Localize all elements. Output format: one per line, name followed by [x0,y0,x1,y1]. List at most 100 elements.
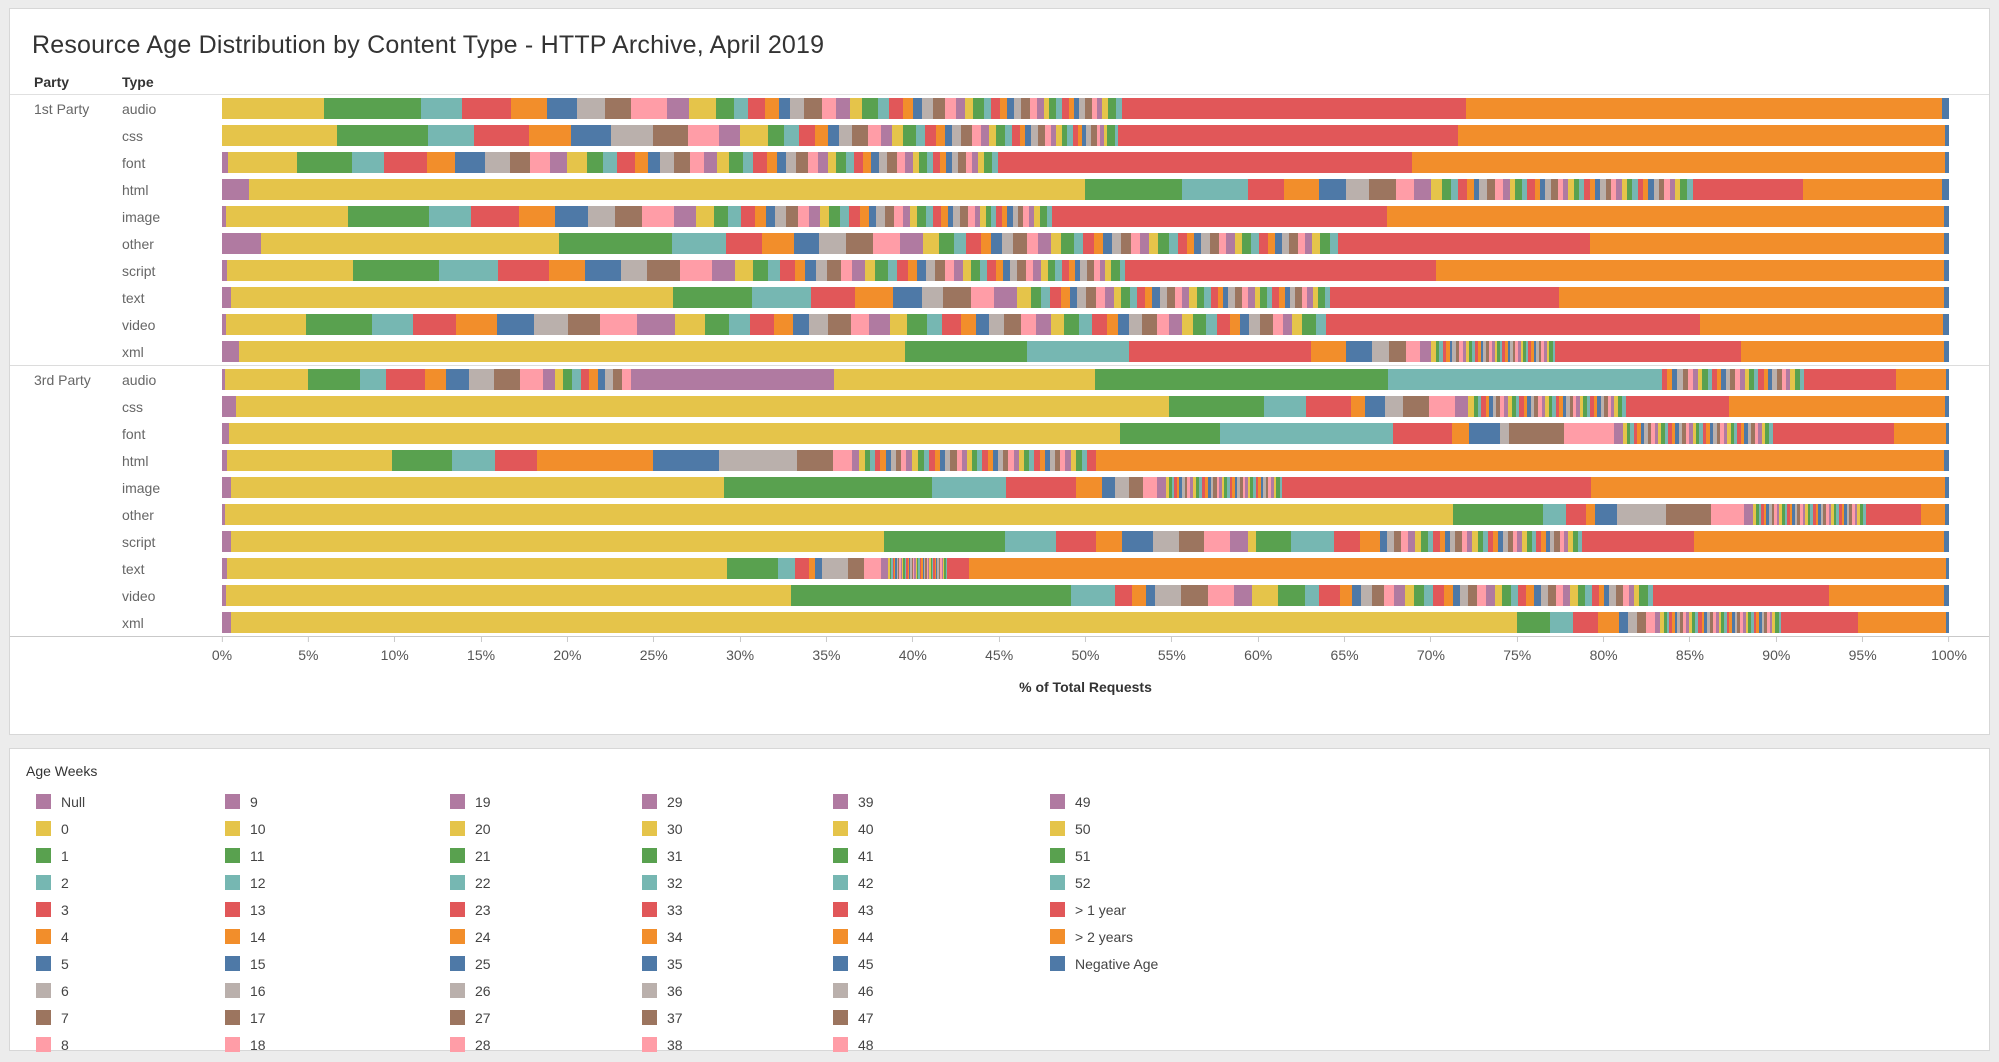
bar-segment[interactable] [1702,423,1707,444]
bar-segment[interactable] [1619,612,1629,633]
bar-segment[interactable] [778,558,795,579]
bar-segment[interactable] [225,369,309,390]
bar-segment[interactable] [1256,531,1291,552]
bar-segment[interactable] [1385,396,1403,417]
bar-segment[interactable] [1251,233,1259,254]
bar-segment[interactable] [1549,612,1573,633]
type-label[interactable]: video [122,316,156,333]
bar-segment[interactable] [1234,585,1252,606]
bar-segment[interactable] [1943,314,1949,335]
bar-segment[interactable] [1235,287,1243,308]
type-label[interactable]: image [122,208,161,225]
bar-segment[interactable] [1740,423,1745,444]
bar-segment[interactable] [1647,423,1652,444]
bar-segment[interactable] [853,152,864,173]
bar-segment[interactable] [1598,585,1604,606]
bar-segment[interactable] [1545,396,1549,417]
bar-segment[interactable] [1406,341,1421,362]
bar-segment[interactable] [1605,179,1611,200]
bar-segment[interactable] [715,98,734,119]
bar-segment[interactable] [906,314,928,335]
bar-segment[interactable] [930,558,933,579]
legend-item[interactable]: 9 [225,791,450,813]
bar-segment[interactable] [1345,341,1372,362]
bar-segment[interactable] [494,369,521,390]
bar-segment[interactable] [973,98,984,119]
bar-segment[interactable] [835,152,846,173]
bar-segment[interactable] [1039,206,1047,227]
bar-segment[interactable] [761,233,795,254]
bar-segment[interactable] [895,558,897,579]
bar-segment[interactable] [827,152,836,173]
bar-segment[interactable] [613,369,623,390]
bar-segment[interactable] [1672,612,1675,633]
bar-segment[interactable] [225,314,307,335]
bar-segment[interactable] [1070,585,1115,606]
bar-segment[interactable] [1400,531,1408,552]
bar-segment[interactable] [1505,341,1508,362]
bar-segment[interactable] [1091,125,1097,146]
party-label[interactable]: 1st Party [34,100,90,117]
bar-segment[interactable] [497,314,535,335]
bar-segment[interactable] [1383,585,1395,606]
bar-segment[interactable] [1100,125,1104,146]
bar-segment[interactable] [1455,341,1460,362]
bar-segment[interactable] [932,152,941,173]
bar-segment[interactable] [1664,612,1667,633]
bar-segment[interactable] [222,369,226,390]
bar-segment[interactable] [980,206,986,227]
bar-segment[interactable] [1115,477,1130,498]
bar-segment[interactable] [1621,179,1627,200]
bar-segment[interactable] [901,450,907,471]
bar-segment[interactable] [1753,612,1757,633]
bar-segment[interactable] [1096,98,1103,119]
bar-segment[interactable] [1106,314,1119,335]
bar-segment[interactable] [1945,125,1949,146]
bar-segment[interactable] [926,152,933,173]
bar-segment[interactable] [1508,423,1564,444]
bar-segment[interactable] [821,98,836,119]
bar-segment[interactable] [1494,341,1498,362]
bar-segment[interactable] [1039,450,1045,471]
bar-segment[interactable] [929,558,931,579]
bar-segment[interactable] [1586,396,1591,417]
bar-segment[interactable] [1945,504,1949,525]
bar-segment[interactable] [1070,450,1076,471]
bar-segment[interactable] [832,450,852,471]
bar-segment[interactable] [1628,612,1638,633]
bar-segment[interactable] [439,260,499,281]
type-label[interactable]: script [122,262,156,279]
bar-segment[interactable] [1844,504,1847,525]
bar-segment[interactable] [1943,531,1949,552]
bar-segment[interactable] [576,98,605,119]
bar-segment[interactable] [950,450,957,471]
legend-item[interactable]: 43 [833,899,1050,921]
bar-segment[interactable] [1577,531,1582,552]
bar-segment[interactable] [727,558,778,579]
bar-segment[interactable] [1597,612,1620,633]
bar-segment[interactable] [1737,423,1741,444]
bar-segment[interactable] [1084,179,1183,200]
bar-segment[interactable] [1674,612,1678,633]
bar-segment[interactable] [1815,504,1819,525]
bar-segment[interactable] [689,152,704,173]
bar-segment[interactable] [1748,612,1751,633]
bar-segment[interactable] [1818,504,1821,525]
legend-item[interactable]: 4 [36,926,225,948]
bar-segment[interactable] [1680,179,1688,200]
bar-segment[interactable] [1056,98,1062,119]
bar-segment[interactable] [1768,504,1772,525]
bar-segment[interactable] [1274,233,1282,254]
bar-segment[interactable] [1075,477,1102,498]
bar-segment[interactable] [1826,504,1829,525]
bar-segment[interactable] [306,314,372,335]
bar-segment[interactable] [1242,477,1246,498]
bar-segment[interactable] [1110,260,1120,281]
bar-segment[interactable] [945,260,955,281]
bar-segment[interactable] [1210,233,1220,254]
bar-segment[interactable] [1533,585,1541,606]
bar-segment[interactable] [1395,179,1414,200]
bar-segment[interactable] [1698,612,1702,633]
bar-segment[interactable] [999,98,1007,119]
bar-segment[interactable] [873,233,900,254]
